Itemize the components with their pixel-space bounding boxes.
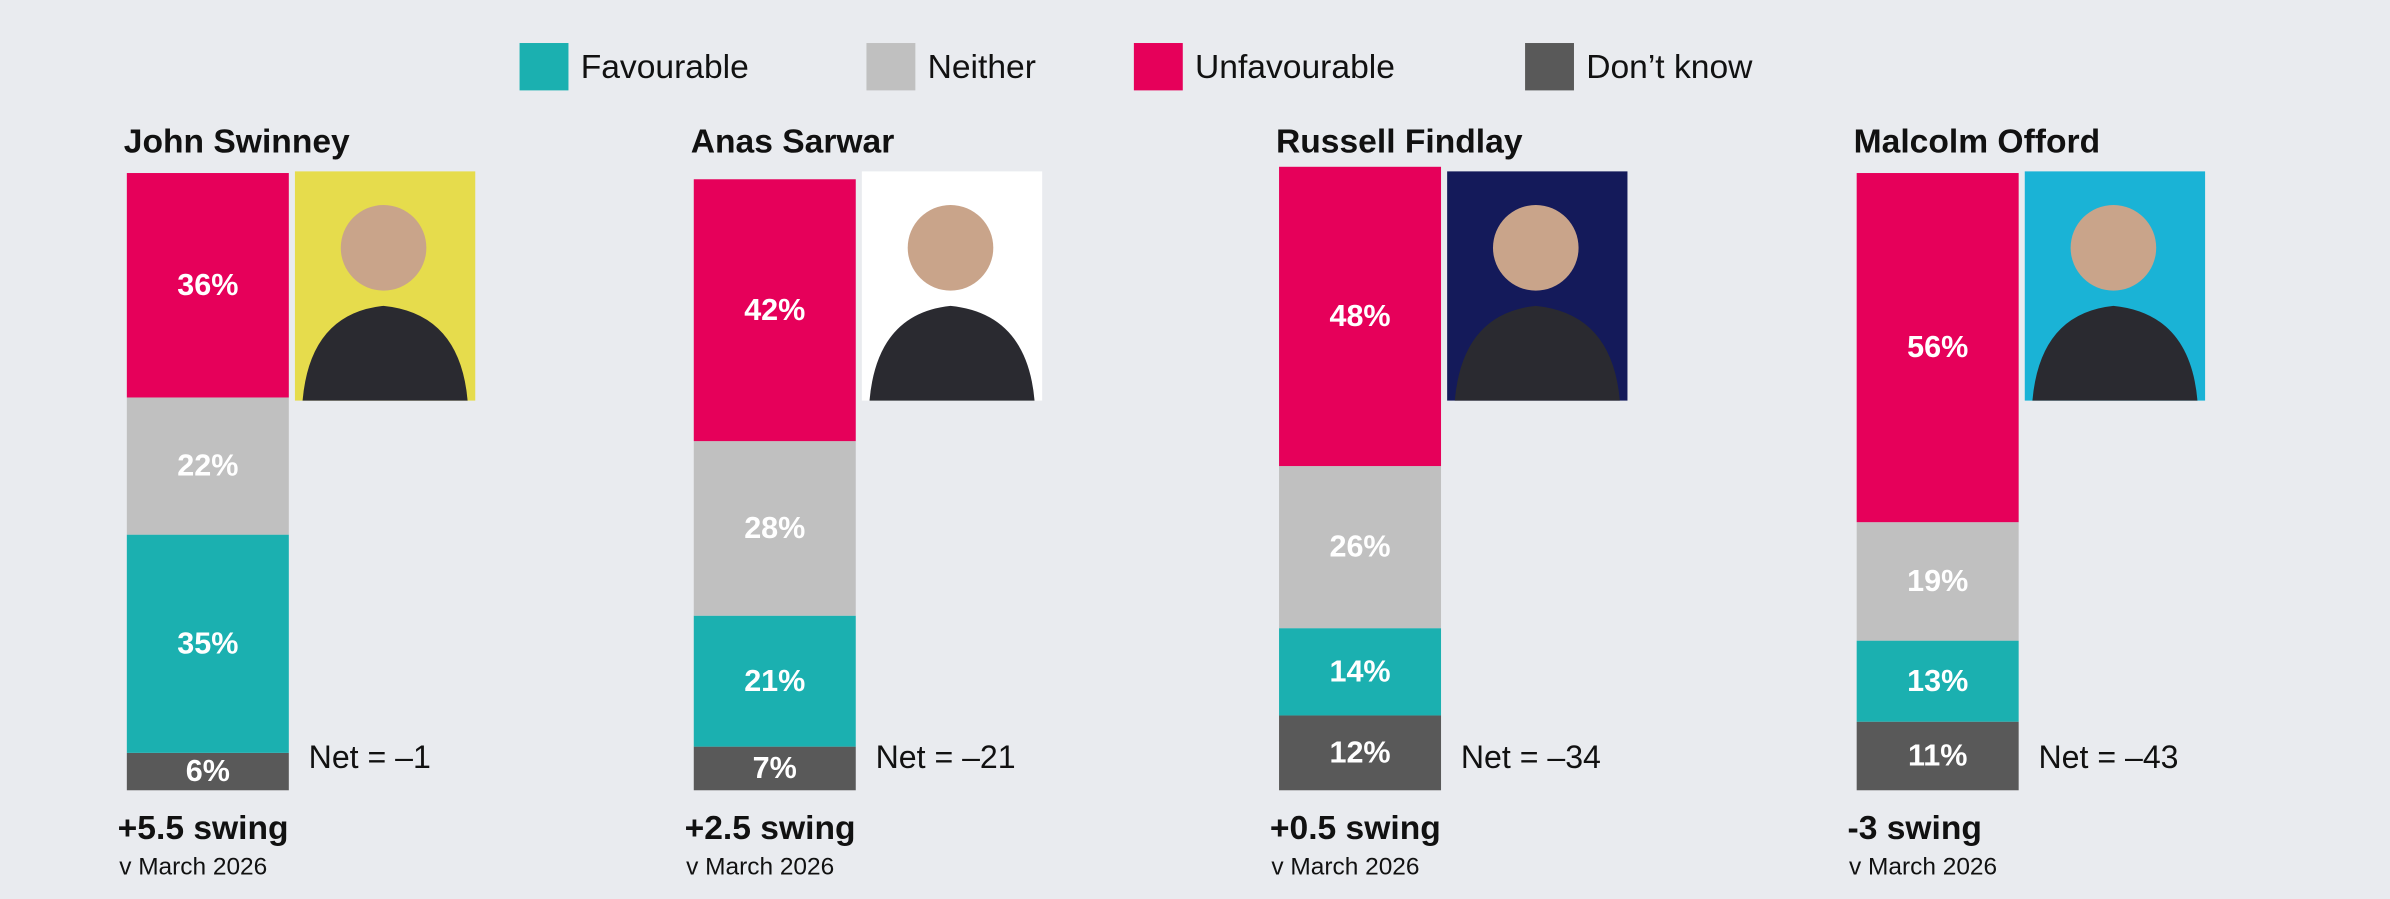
value-label: 56% xyxy=(1907,330,1968,364)
legend-swatch xyxy=(519,43,569,91)
legend-swatch xyxy=(866,43,916,91)
value-label: 26% xyxy=(1329,530,1390,564)
swing-note: v March 2026 xyxy=(119,854,267,881)
value-label: 11% xyxy=(1908,739,1967,773)
value-label: 28% xyxy=(744,511,805,545)
candidate-name: Russell Findlay xyxy=(1276,124,1523,161)
swing-label: -3 swing xyxy=(1848,810,1982,847)
bar-segment xyxy=(1856,640,2019,722)
value-label: 22% xyxy=(177,449,238,483)
legend-label: Unfavourable xyxy=(1195,49,1395,86)
bar-segment xyxy=(1856,173,2019,523)
candidate-name: John Swinney xyxy=(124,124,350,161)
bar-segment xyxy=(126,752,289,791)
net-label: Net = –21 xyxy=(876,739,1016,775)
bar-segment xyxy=(1279,166,1442,467)
legend-swatch xyxy=(1133,43,1183,91)
legend-label: Don’t know xyxy=(1586,49,1753,86)
candidate-name: Malcolm Offord xyxy=(1854,124,2100,161)
photo-head xyxy=(907,204,994,291)
bar-segment xyxy=(1856,522,2019,641)
value-label: 42% xyxy=(744,293,805,327)
net-label: Net = –1 xyxy=(309,739,431,775)
value-label: 21% xyxy=(744,664,805,698)
value-label: 35% xyxy=(177,626,238,660)
bar-segment xyxy=(693,179,856,442)
bar-segment xyxy=(693,615,856,747)
bar-segment xyxy=(1279,715,1442,791)
bar-segment xyxy=(1279,628,1442,716)
photo-head xyxy=(2070,204,2157,291)
bar-segment xyxy=(126,534,289,753)
photo-body xyxy=(2032,305,2198,401)
swing-note: v March 2026 xyxy=(686,854,834,881)
legend-label: Favourable xyxy=(581,49,749,86)
legend-swatch xyxy=(1525,43,1574,91)
net-label: Net = –34 xyxy=(1461,739,1601,775)
value-label: 48% xyxy=(1329,299,1390,333)
photo-body xyxy=(1454,305,1620,401)
candidate-name: Anas Sarwar xyxy=(691,124,895,161)
swing-note: v March 2026 xyxy=(1849,854,1997,881)
value-label: 12% xyxy=(1329,735,1390,769)
bar-segment xyxy=(1856,721,2019,791)
value-label: 19% xyxy=(1907,564,1968,598)
value-label: 14% xyxy=(1329,654,1390,688)
bar-segment xyxy=(693,441,856,616)
swing-note: v March 2026 xyxy=(1271,854,1419,881)
net-label: Net = –43 xyxy=(2039,739,2179,775)
photo-head xyxy=(1492,204,1579,291)
bar-segment xyxy=(126,397,289,535)
bar-segment xyxy=(693,746,856,791)
swing-label: +2.5 swing xyxy=(685,810,856,847)
photo-body xyxy=(302,305,468,401)
photo-body xyxy=(869,305,1035,401)
value-label: 13% xyxy=(1907,664,1968,698)
value-label: 7% xyxy=(753,751,797,785)
value-label: 6% xyxy=(186,754,230,788)
swing-label: +5.5 swing xyxy=(118,810,289,847)
swing-label: +0.5 swing xyxy=(1270,810,1441,847)
bar-segment xyxy=(1279,466,1442,629)
legend-label: Neither xyxy=(928,49,1036,86)
photo-head xyxy=(340,204,427,291)
bar-segment xyxy=(126,173,289,398)
value-label: 36% xyxy=(177,268,238,302)
